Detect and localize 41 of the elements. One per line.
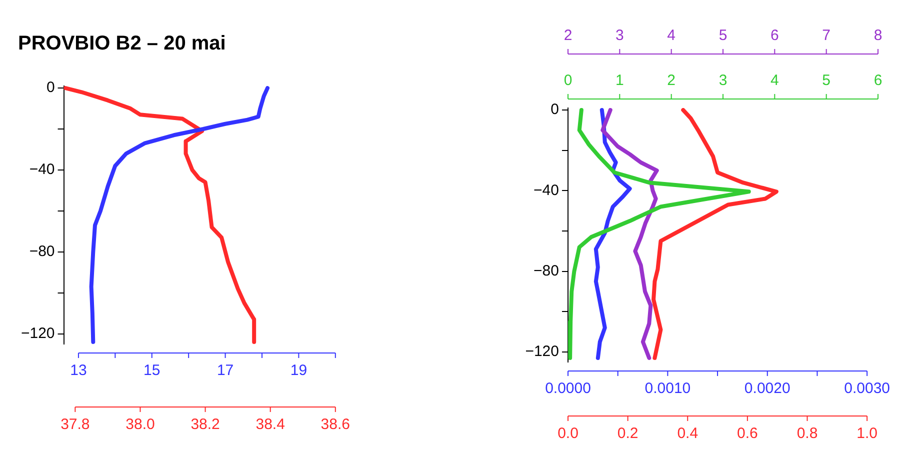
x-tick-label: 0.0020 — [744, 380, 790, 398]
x-tick-label: 17 — [216, 362, 234, 380]
x2-tick-label: 5 — [718, 27, 728, 44]
x2-tick-label: 0.6 — [737, 425, 758, 442]
x2-tick-label: 38.0 — [126, 416, 155, 434]
x2-tick-label: 6 — [770, 27, 779, 44]
chart-title: PROVBIO B2 – 20 mai — [18, 32, 226, 55]
x2-tick-label: 0.8 — [796, 425, 818, 442]
x2-tick-label: 38.6 — [320, 416, 350, 434]
x-tick-label: 4 — [770, 72, 779, 90]
x2-tick-label: 0.2 — [617, 425, 638, 442]
x-tick-label: 0.0030 — [844, 380, 890, 398]
x-tick-label: 6 — [874, 72, 882, 90]
x2-tick-label: 7 — [822, 27, 831, 44]
x2-tick-label: 37.8 — [60, 416, 90, 434]
x-tick-label: 15 — [144, 362, 160, 380]
x2-tick-label: 0.0 — [558, 425, 578, 442]
x2-tick-label: 3 — [615, 27, 624, 44]
y-tick-label: −40 — [29, 161, 55, 178]
x2-tick-label: 8 — [874, 27, 882, 44]
y-tick-label: 0 — [550, 101, 559, 118]
x2-tick-label: 38.2 — [190, 416, 220, 434]
x2-tick-label: 4 — [667, 27, 676, 44]
x-tick-label: 13 — [70, 362, 87, 380]
x-tick-label: 0 — [564, 72, 572, 90]
x2-tick-label: 1.0 — [856, 425, 878, 442]
x-tick-label: 0.0000 — [545, 380, 591, 398]
y-tick-label: −80 — [534, 262, 559, 280]
x-tick-label: 3 — [718, 72, 728, 90]
x-tick-label: 1 — [615, 72, 624, 90]
y-tick-label: −80 — [29, 243, 55, 260]
x2-tick-label: 38.4 — [256, 416, 285, 434]
y-tick-label: −120 — [525, 343, 559, 360]
x-tick-label: 2 — [667, 72, 676, 90]
y-tick-label: −120 — [20, 324, 55, 342]
x-tick-label: 0.0010 — [644, 380, 691, 398]
x2-tick-label: 2 — [564, 27, 572, 44]
x-tick-label: 5 — [822, 72, 831, 90]
x-tick-label: 19 — [290, 362, 308, 380]
x2-tick-label: 0.4 — [677, 425, 698, 442]
y-tick-label: −40 — [534, 182, 559, 199]
